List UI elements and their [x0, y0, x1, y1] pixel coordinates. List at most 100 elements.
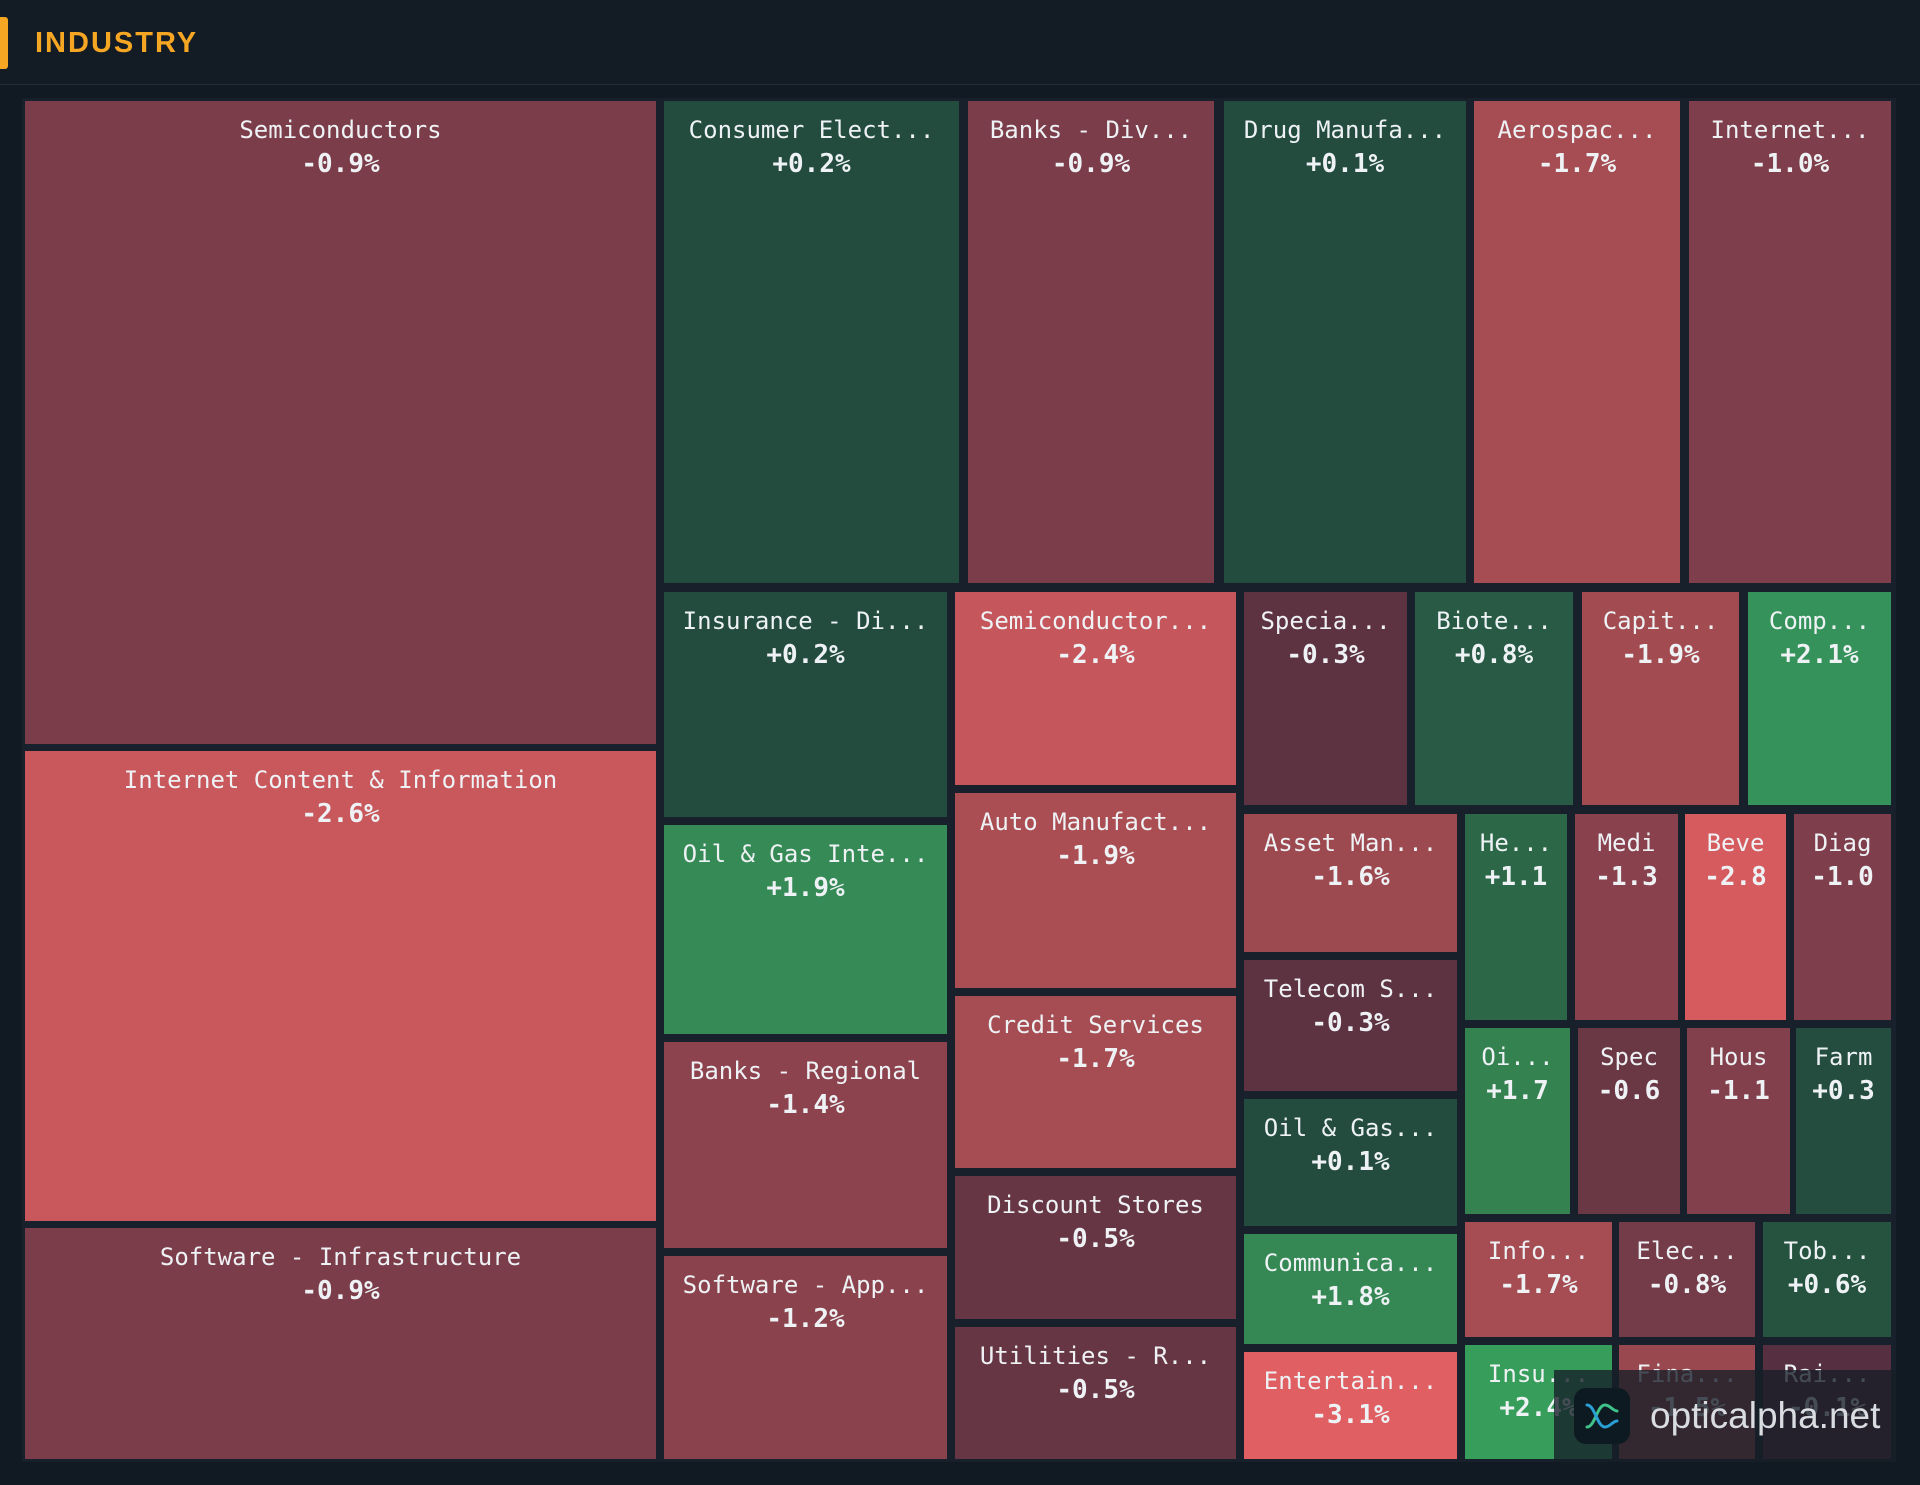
tile-label: Utilities - R...	[979, 1342, 1212, 1370]
treemap-tile[interactable]: Discount Stores -0.5%	[955, 1176, 1236, 1319]
treemap-tile[interactable]: He... +1.1	[1465, 814, 1567, 1020]
tile-value: +0.2%	[766, 640, 845, 670]
tile-value: -3.1%	[1311, 1400, 1390, 1430]
tile-value: -1.7%	[1537, 149, 1617, 179]
tile-value: -1.0%	[1750, 149, 1830, 179]
tile-value: +1.8%	[1311, 1282, 1390, 1312]
tile-value: +0.2%	[772, 149, 851, 179]
treemap-tile[interactable]: Telecom S... -0.3%	[1244, 960, 1457, 1091]
tile-value: -1.6%	[1311, 862, 1390, 892]
chart-logo-icon	[1574, 1388, 1630, 1444]
tile-value: +1.7	[1486, 1076, 1549, 1106]
tile-label: Discount Stores	[987, 1191, 1204, 1219]
tile-label: Consumer Elect...	[688, 116, 935, 144]
treemap-tile[interactable]: Consumer Elect... +0.2%	[664, 101, 959, 583]
tile-value: +1.1	[1484, 862, 1548, 892]
tile-label: Oil & Gas...	[1263, 1114, 1438, 1142]
treemap-tile[interactable]: Internet... -1.0%	[1689, 101, 1891, 583]
tile-value: -0.5%	[1056, 1224, 1135, 1254]
tile-value: -0.3%	[1286, 640, 1365, 670]
treemap-tile[interactable]: Banks - Regional -1.4%	[664, 1042, 947, 1248]
tile-label: Telecom S...	[1263, 975, 1438, 1003]
treemap-tile[interactable]: Aerospac... -1.7%	[1474, 101, 1680, 583]
treemap-tile[interactable]: Communica... +1.8%	[1244, 1234, 1457, 1344]
tile-label: Comp...	[1768, 607, 1871, 635]
tile-label: Biote...	[1436, 607, 1552, 635]
tile-label: Elec...	[1636, 1237, 1738, 1265]
tile-value: -0.9%	[301, 1276, 380, 1306]
treemap-tile[interactable]: Diag -1.0	[1794, 814, 1891, 1020]
tile-value: -1.7%	[1056, 1044, 1135, 1074]
treemap-tile[interactable]: Comp... +2.1%	[1748, 592, 1891, 805]
treemap-tile[interactable]: Drug Manufa... +0.1%	[1224, 101, 1466, 583]
treemap-tile[interactable]: Oil & Gas Inte... +1.9%	[664, 825, 947, 1034]
treemap-tile[interactable]: Entertain... -3.1%	[1244, 1352, 1457, 1459]
tile-value: -0.8%	[1647, 1270, 1727, 1300]
treemap-tile[interactable]: Asset Man... -1.6%	[1244, 814, 1457, 952]
tile-value: -1.3	[1595, 862, 1658, 892]
tile-label: Beve	[1706, 829, 1765, 857]
tile-value: -1.4%	[766, 1090, 845, 1120]
treemap-tile[interactable]: Hous -1.1	[1687, 1028, 1790, 1214]
treemap-tile[interactable]: Software - Infrastructure -0.9%	[25, 1228, 656, 1459]
tile-label: Asset Man...	[1263, 829, 1438, 857]
treemap-tile[interactable]: Software - App... -1.2%	[664, 1256, 947, 1459]
treemap-tile[interactable]: Banks - Div... -0.9%	[968, 101, 1214, 583]
tile-label: Internet...	[1710, 116, 1870, 144]
tile-value: +0.6%	[1787, 1270, 1867, 1300]
treemap-tile[interactable]: Specia... -0.3%	[1244, 592, 1407, 805]
tile-value: +0.3	[1812, 1076, 1875, 1106]
treemap-tile[interactable]: Credit Services -1.7%	[955, 996, 1236, 1168]
tile-label: Farm	[1814, 1043, 1873, 1071]
tile-value: +0.1%	[1305, 149, 1385, 179]
treemap-tile[interactable]: Insurance - Di... +0.2%	[664, 592, 947, 817]
tile-label: Auto Manufact...	[979, 808, 1212, 836]
tile-value: +0.8%	[1454, 640, 1534, 670]
tile-label: Oi...	[1481, 1043, 1554, 1071]
tile-value: -2.8	[1704, 862, 1767, 892]
treemap-tile[interactable]: Tob... +0.6%	[1763, 1222, 1891, 1337]
treemap-tile[interactable]: Auto Manufact... -1.9%	[955, 793, 1236, 988]
treemap-tile[interactable]: Beve -2.8	[1685, 814, 1786, 1020]
tile-label: Semiconductor...	[979, 607, 1212, 635]
treemap-tile[interactable]: Semiconductors -0.9%	[25, 101, 656, 744]
treemap-tile[interactable]: Farm +0.3	[1796, 1028, 1891, 1214]
tile-label: Entertain...	[1263, 1367, 1438, 1395]
tile-label: Spec	[1600, 1043, 1658, 1071]
tile-label: Insurance - Di...	[682, 607, 929, 635]
section-header: INDUSTRY	[0, 0, 1920, 85]
tile-label: Drug Manufa...	[1243, 116, 1447, 144]
treemap-tile[interactable]: Medi -1.3	[1575, 814, 1678, 1020]
industry-treemap: Semiconductors -0.9% Internet Content & In…	[22, 98, 1896, 1462]
tile-value: -0.9%	[1051, 149, 1131, 179]
tile-label: Oil & Gas Inte...	[682, 840, 929, 868]
treemap-tile[interactable]: Elec... -0.8%	[1619, 1222, 1755, 1337]
tile-value: +1.9%	[766, 873, 845, 903]
tile-label: Medi	[1597, 829, 1656, 857]
tile-label: Software - App...	[682, 1271, 929, 1299]
header-accent-bar	[0, 17, 8, 69]
tile-label: He...	[1479, 829, 1553, 857]
treemap-tile[interactable]: Info... -1.7%	[1465, 1222, 1612, 1337]
tile-value: -1.7%	[1499, 1270, 1578, 1300]
tile-label: Banks - Regional	[689, 1057, 922, 1085]
tile-value: -2.6%	[301, 799, 380, 829]
treemap-tile[interactable]: Oi... +1.7	[1465, 1028, 1570, 1214]
treemap-tile[interactable]: Oil & Gas... +0.1%	[1244, 1099, 1457, 1226]
treemap-tile[interactable]: Biote... +0.8%	[1415, 592, 1573, 805]
tile-label: Hous	[1709, 1043, 1768, 1071]
tile-label: Info...	[1487, 1237, 1590, 1265]
treemap-tile[interactable]: Internet Content & Information -2.6%	[25, 751, 656, 1221]
treemap-tile[interactable]: Capit... -1.9%	[1582, 592, 1739, 805]
treemap-tile[interactable]: Semiconductor... -2.4%	[955, 592, 1236, 785]
tile-value: -1.0	[1811, 862, 1874, 892]
treemap-tile[interactable]: Spec -0.6	[1578, 1028, 1680, 1214]
tile-label: Internet Content & Information	[123, 766, 558, 794]
section-title: INDUSTRY	[35, 27, 199, 59]
tile-value: -1.2%	[766, 1304, 845, 1334]
tile-value: -1.9%	[1621, 640, 1700, 670]
tile-label: Tob...	[1783, 1237, 1871, 1265]
treemap-tile[interactable]: Utilities - R... -0.5%	[955, 1327, 1236, 1459]
tile-label: Aerospac...	[1497, 116, 1657, 144]
tile-label: Specia...	[1260, 607, 1391, 635]
